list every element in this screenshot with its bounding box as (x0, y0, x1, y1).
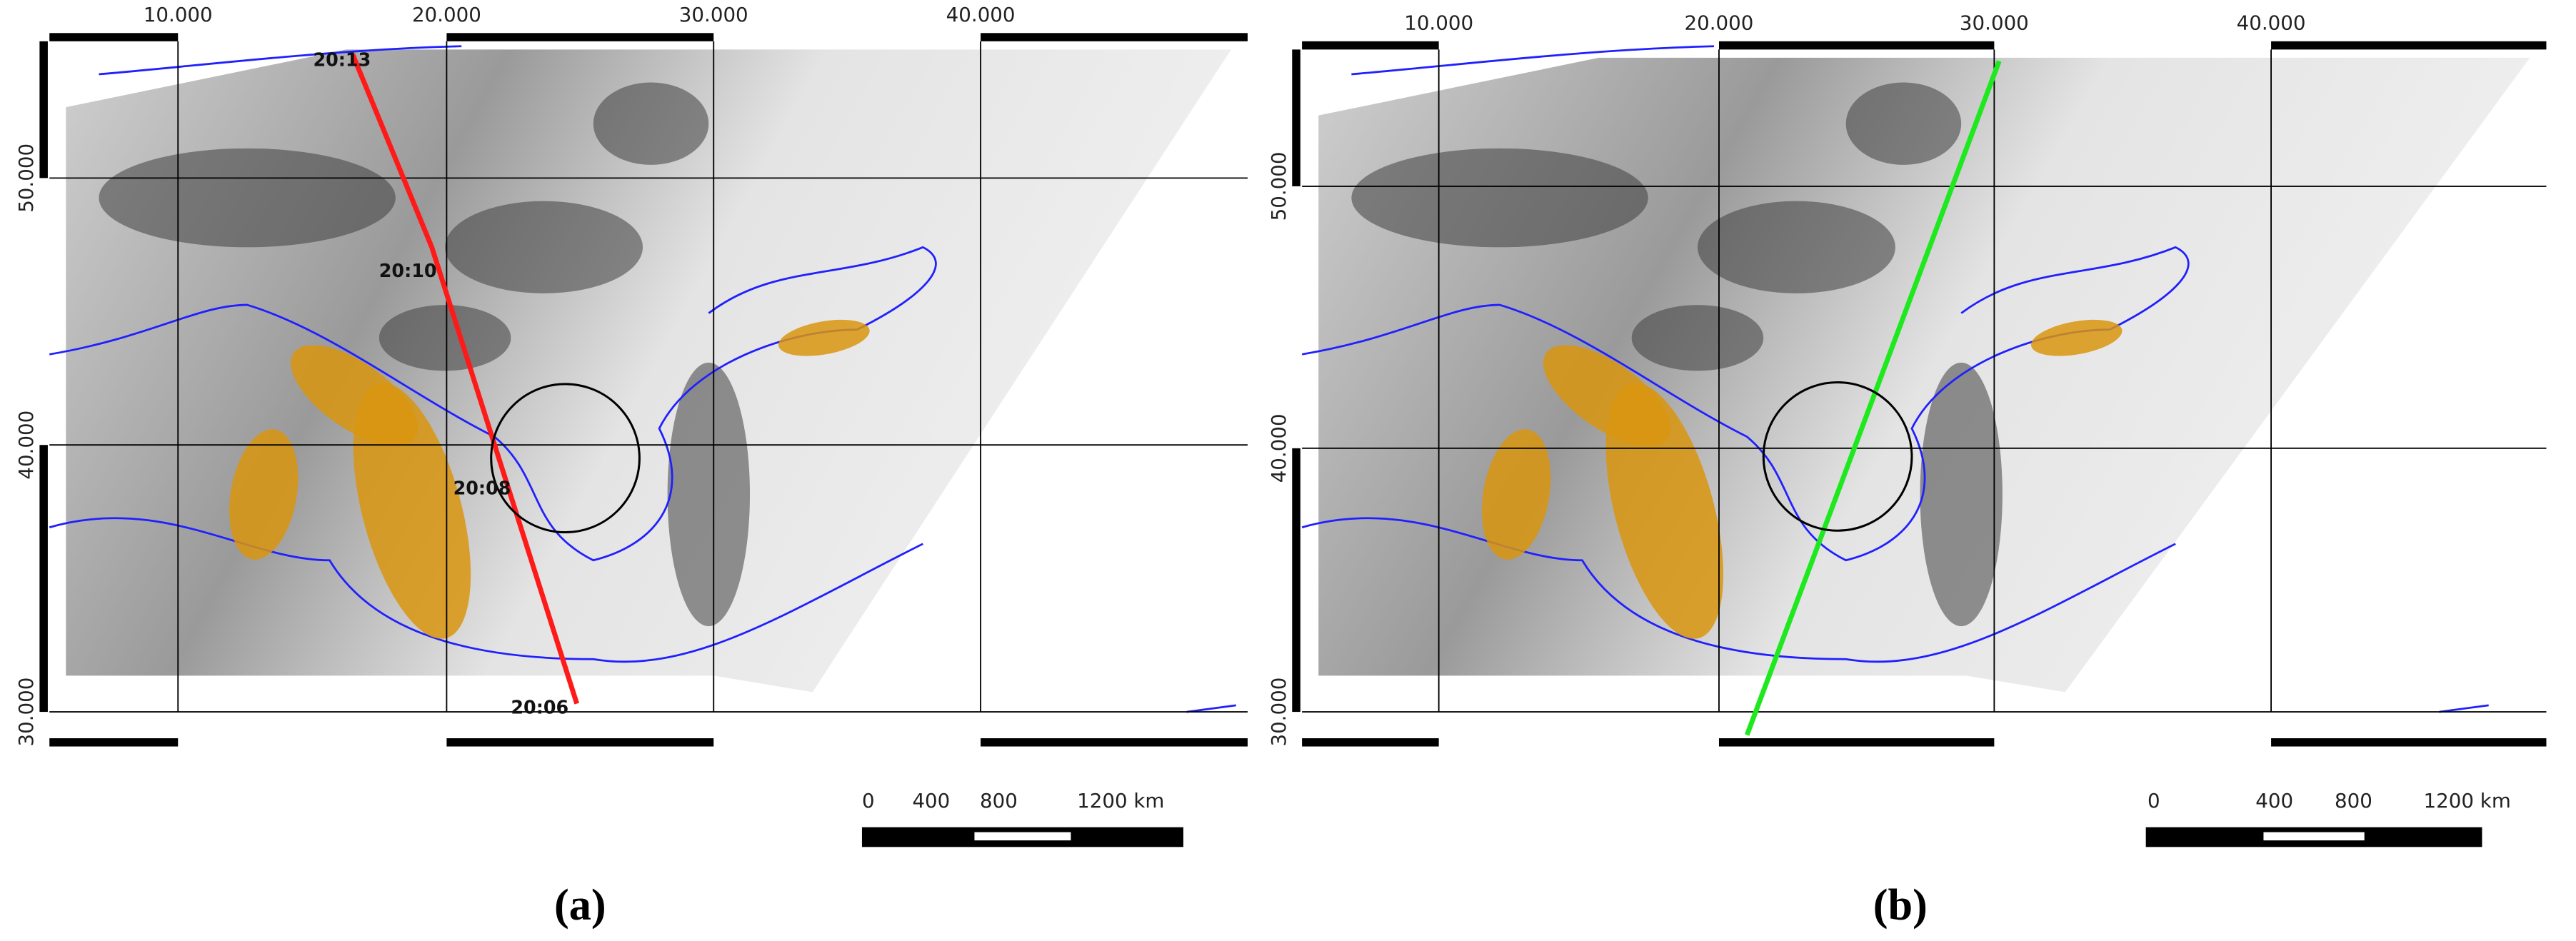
cloud (593, 82, 709, 165)
map-panel: 10.000 20.000 30.000 40.000 50.000 40.000 30.0… (14, 3, 1248, 930)
coastline (49, 45, 1236, 713)
y-tick-label: 50.000 (14, 144, 38, 213)
region-circle (1762, 381, 1913, 532)
frame-bar (39, 41, 48, 178)
frame-bar (1292, 49, 1300, 186)
cloud (445, 201, 643, 293)
y-tick-label: 30.000 (1267, 678, 1290, 747)
coastline (1301, 45, 2489, 713)
dust-plume (353, 383, 471, 639)
x-tick-label: 20.000 (1685, 11, 1754, 35)
cloud (379, 305, 511, 371)
scale-label: 0 (862, 789, 875, 812)
scale-label: 0 (2147, 789, 2160, 812)
panel-label: (b) (1873, 880, 1928, 930)
x-tick-label: 40.000 (946, 3, 1016, 26)
track-time: 20:10 (379, 260, 437, 281)
frame-bar (1302, 738, 1439, 747)
satellite-track (350, 53, 580, 705)
frame-bar (39, 445, 48, 713)
scale-bar-segment (2263, 832, 2365, 841)
frame-bar (981, 33, 1248, 41)
scale-label: 800 (2335, 789, 2372, 812)
panel-label: (a) (554, 880, 606, 930)
x-tick-label: 10.000 (1404, 11, 1473, 35)
map-panel: 10.000 20.000 30.000 40.000 50.000 40.000 30.0… (1267, 11, 2547, 930)
frame-bar (1302, 41, 1439, 50)
track-time: 20:13 (313, 49, 371, 70)
cloud (1631, 305, 1764, 371)
scale-bar-segment (974, 832, 1071, 841)
y-tick-label: 30.000 (14, 678, 38, 747)
scale-label: 400 (912, 789, 950, 812)
cloud (667, 362, 751, 627)
x-tick-label: 40.000 (2237, 11, 2306, 35)
frame-bar (981, 738, 1248, 747)
y-tick-label: 50.000 (1267, 151, 1290, 221)
frame-bar (1718, 738, 1995, 747)
cloud (99, 148, 396, 248)
scale-label: 1200 km (1077, 789, 1164, 812)
frame-bar (2271, 738, 2547, 747)
dust-plume (229, 429, 299, 560)
frame-bar (446, 33, 714, 41)
cloud (1351, 148, 1648, 248)
cloud (1697, 201, 1895, 293)
track-time: 20:08 (453, 477, 511, 498)
region-circle (490, 383, 641, 534)
frame-bar (49, 33, 179, 41)
x-tick-label: 10.000 (144, 3, 213, 26)
satellite-track (1744, 60, 2002, 736)
frame-bar (446, 738, 714, 747)
y-tick-label: 40.000 (14, 411, 38, 480)
x-tick-label: 20.000 (412, 3, 481, 26)
x-tick-label: 30.000 (1960, 11, 2029, 35)
dust-plume (778, 319, 870, 356)
frame-bar (1718, 41, 1995, 50)
dust-plume (2030, 319, 2123, 356)
scale-label: 400 (2255, 789, 2293, 812)
dust-plume (1605, 383, 1724, 639)
scale-label: 800 (980, 789, 1018, 812)
cloud (1845, 82, 1962, 165)
frame-bar (1292, 448, 1300, 713)
frame-bar (49, 738, 179, 747)
scale-label: 1200 km (2424, 789, 2511, 812)
y-tick-label: 40.000 (1267, 413, 1290, 483)
frame-bar (2271, 41, 2547, 50)
x-tick-label: 30.000 (679, 3, 748, 26)
cloud (1920, 362, 2003, 627)
dust-plume (291, 345, 419, 446)
dust-plume (1543, 345, 1671, 446)
track-time: 20:06 (511, 696, 568, 718)
dust-plume (1481, 429, 1551, 560)
